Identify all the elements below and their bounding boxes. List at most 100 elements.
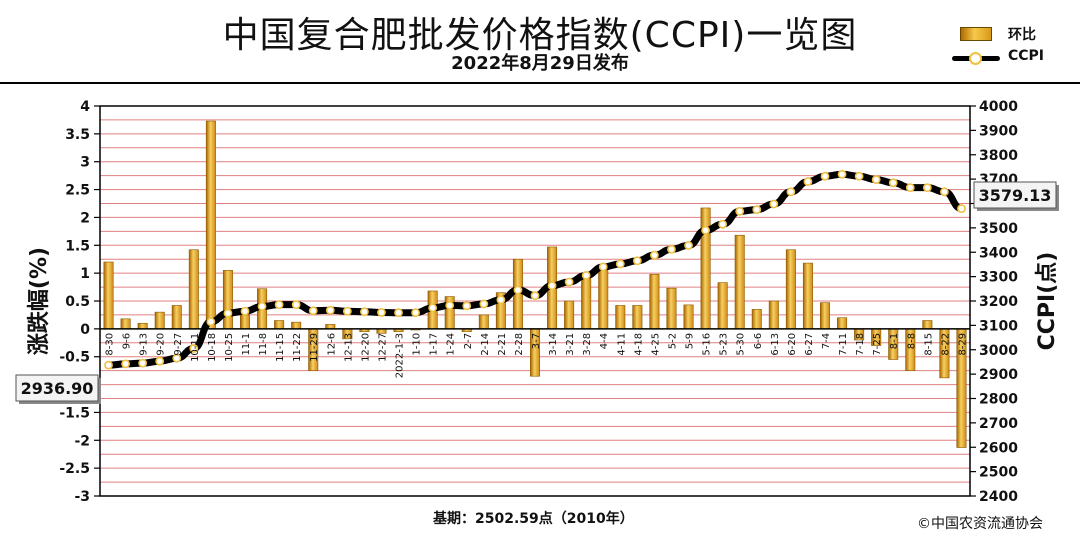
y-tick-labels: 43.532.521.510.50-0.5-1-1.5-2-2.5-3	[59, 99, 100, 505]
x-tick-label: 4-25	[650, 333, 661, 356]
ccpi-point	[581, 271, 591, 280]
x-tick-label: 1-17	[429, 333, 440, 356]
ccpi-point	[718, 219, 728, 229]
callout-box	[15, 374, 99, 402]
y2-tick-label: 2800	[979, 392, 1018, 408]
ccpi-point	[411, 308, 420, 318]
x-tick-label: 7-18	[855, 333, 866, 356]
ccpi-point	[240, 306, 250, 316]
ccpi-point	[138, 358, 148, 368]
ccpi-point	[701, 225, 710, 235]
annotations: 2936.90 3579.13	[15, 181, 1059, 404]
y-tick-label: -3	[74, 489, 90, 505]
x-tick-label: 8-29	[957, 333, 968, 356]
ccpi-point	[223, 308, 233, 318]
bar	[120, 318, 131, 330]
bar	[478, 314, 489, 330]
callout-box	[973, 181, 1057, 209]
y2-tick-labels: 4000390038003700360035003400330032003100…	[970, 99, 1018, 505]
x-tick-label: 5-30	[736, 333, 747, 356]
y-tick-label: 0	[80, 322, 90, 338]
value-callout: 3579.13	[973, 181, 1059, 211]
y-tick-label: -1.5	[59, 405, 90, 421]
ccpi-point	[650, 250, 659, 260]
ccpi-point	[564, 277, 574, 287]
y2-tick-label: 3000	[979, 343, 1018, 359]
grid-lines	[100, 105, 970, 497]
x-tick-label: 8-22	[940, 333, 951, 356]
x-tick-label: 10-25	[224, 333, 235, 362]
x-tick-label: 8-30	[105, 333, 116, 356]
bar	[291, 321, 302, 330]
x-tick-label: 9-27	[173, 333, 184, 356]
chart-title: 中国复合肥批发价格指数(CCPI)一览图	[222, 15, 858, 56]
ccpi-point	[360, 307, 369, 317]
bar	[581, 272, 592, 330]
bar	[222, 270, 233, 330]
x-tick-label: 4-18	[633, 333, 644, 356]
x-tick-label: 5-2	[667, 333, 678, 349]
y-tick-label: 1	[80, 266, 90, 282]
y-tick-label: -2.5	[59, 461, 90, 477]
legend-marker-swatch	[969, 52, 982, 65]
x-tick-label: 12-13	[343, 333, 354, 362]
bar	[615, 305, 626, 330]
x-tick-label: 11-1	[241, 333, 252, 356]
x-tick-labels: 8-30 9-6 9-13 9-20 9-27 10-11 10-18 10-25 11-1 11…	[105, 333, 969, 378]
legend-bar-swatch	[960, 27, 992, 41]
bar	[734, 234, 745, 330]
y-tick-label: 0.5	[65, 294, 90, 310]
x-tick-label: 11-22	[292, 333, 303, 362]
ccpi-point	[445, 300, 455, 310]
chart-header: 中国复合肥批发价格指数(CCPI)一览图 2022年8月29日发布 环比 CCP…	[0, 0, 1080, 84]
y2-tick-label: 3200	[979, 294, 1018, 310]
x-tick-label: 2-14	[480, 333, 491, 356]
ccpi-point	[394, 308, 403, 318]
ccpi-point	[479, 299, 489, 309]
ccpi-point	[854, 171, 864, 181]
ccpi-point	[513, 285, 523, 295]
y2-tick-label: 2400	[979, 489, 1018, 505]
ccpi-point	[104, 360, 113, 370]
x-tick-label: 7-11	[838, 333, 849, 356]
x-tick-label: 10-11	[190, 333, 201, 362]
x-tick-label: 7-4	[821, 333, 832, 349]
ccpi-point	[342, 306, 352, 316]
legend-line-label: CCPI	[1008, 48, 1045, 64]
ccpi-point	[189, 344, 199, 353]
x-tick-label: 11-8	[258, 333, 269, 356]
ccpi-point	[837, 169, 847, 179]
x-tick-label: 5-9	[685, 333, 696, 349]
ccpi-point	[667, 244, 676, 254]
x-tick-label: 1-10	[412, 333, 423, 356]
ccpi-point	[888, 178, 898, 188]
y2-tick-label: 3400	[979, 245, 1018, 261]
ccpi-point	[598, 262, 608, 272]
x-tick-label: 11-29	[309, 333, 320, 362]
x-tick-label: 6-27	[804, 333, 815, 356]
bar	[717, 282, 728, 330]
ccpi-point	[274, 300, 284, 310]
y2-tick-label: 3500	[979, 221, 1018, 237]
bar	[802, 262, 813, 330]
bar	[751, 309, 762, 330]
chart-legend: 环比 CCPI	[950, 18, 1076, 74]
y2-tick-label: 3800	[979, 148, 1018, 164]
ccpi-point	[462, 301, 472, 311]
ccpi-point	[871, 175, 881, 185]
x-tick-label: 12-27	[377, 333, 388, 362]
y-tick-label: 2	[80, 210, 90, 226]
ccpi-point	[308, 306, 318, 316]
bar	[785, 249, 796, 330]
legend-item-line: CCPI	[950, 46, 1076, 68]
x-tick-label: 2-21	[497, 333, 508, 356]
bar	[240, 314, 250, 330]
x-tick-label: 2022-1-3	[395, 333, 406, 378]
y2-tick-label: 2700	[979, 416, 1018, 432]
callout-text: 2936.90	[21, 379, 94, 398]
x-tick-label: 3-14	[548, 333, 559, 356]
y2-tick-label: 4000	[979, 99, 1018, 115]
y2-tick-label: 3900	[979, 123, 1018, 139]
y2-tick-label: 2500	[979, 465, 1018, 481]
